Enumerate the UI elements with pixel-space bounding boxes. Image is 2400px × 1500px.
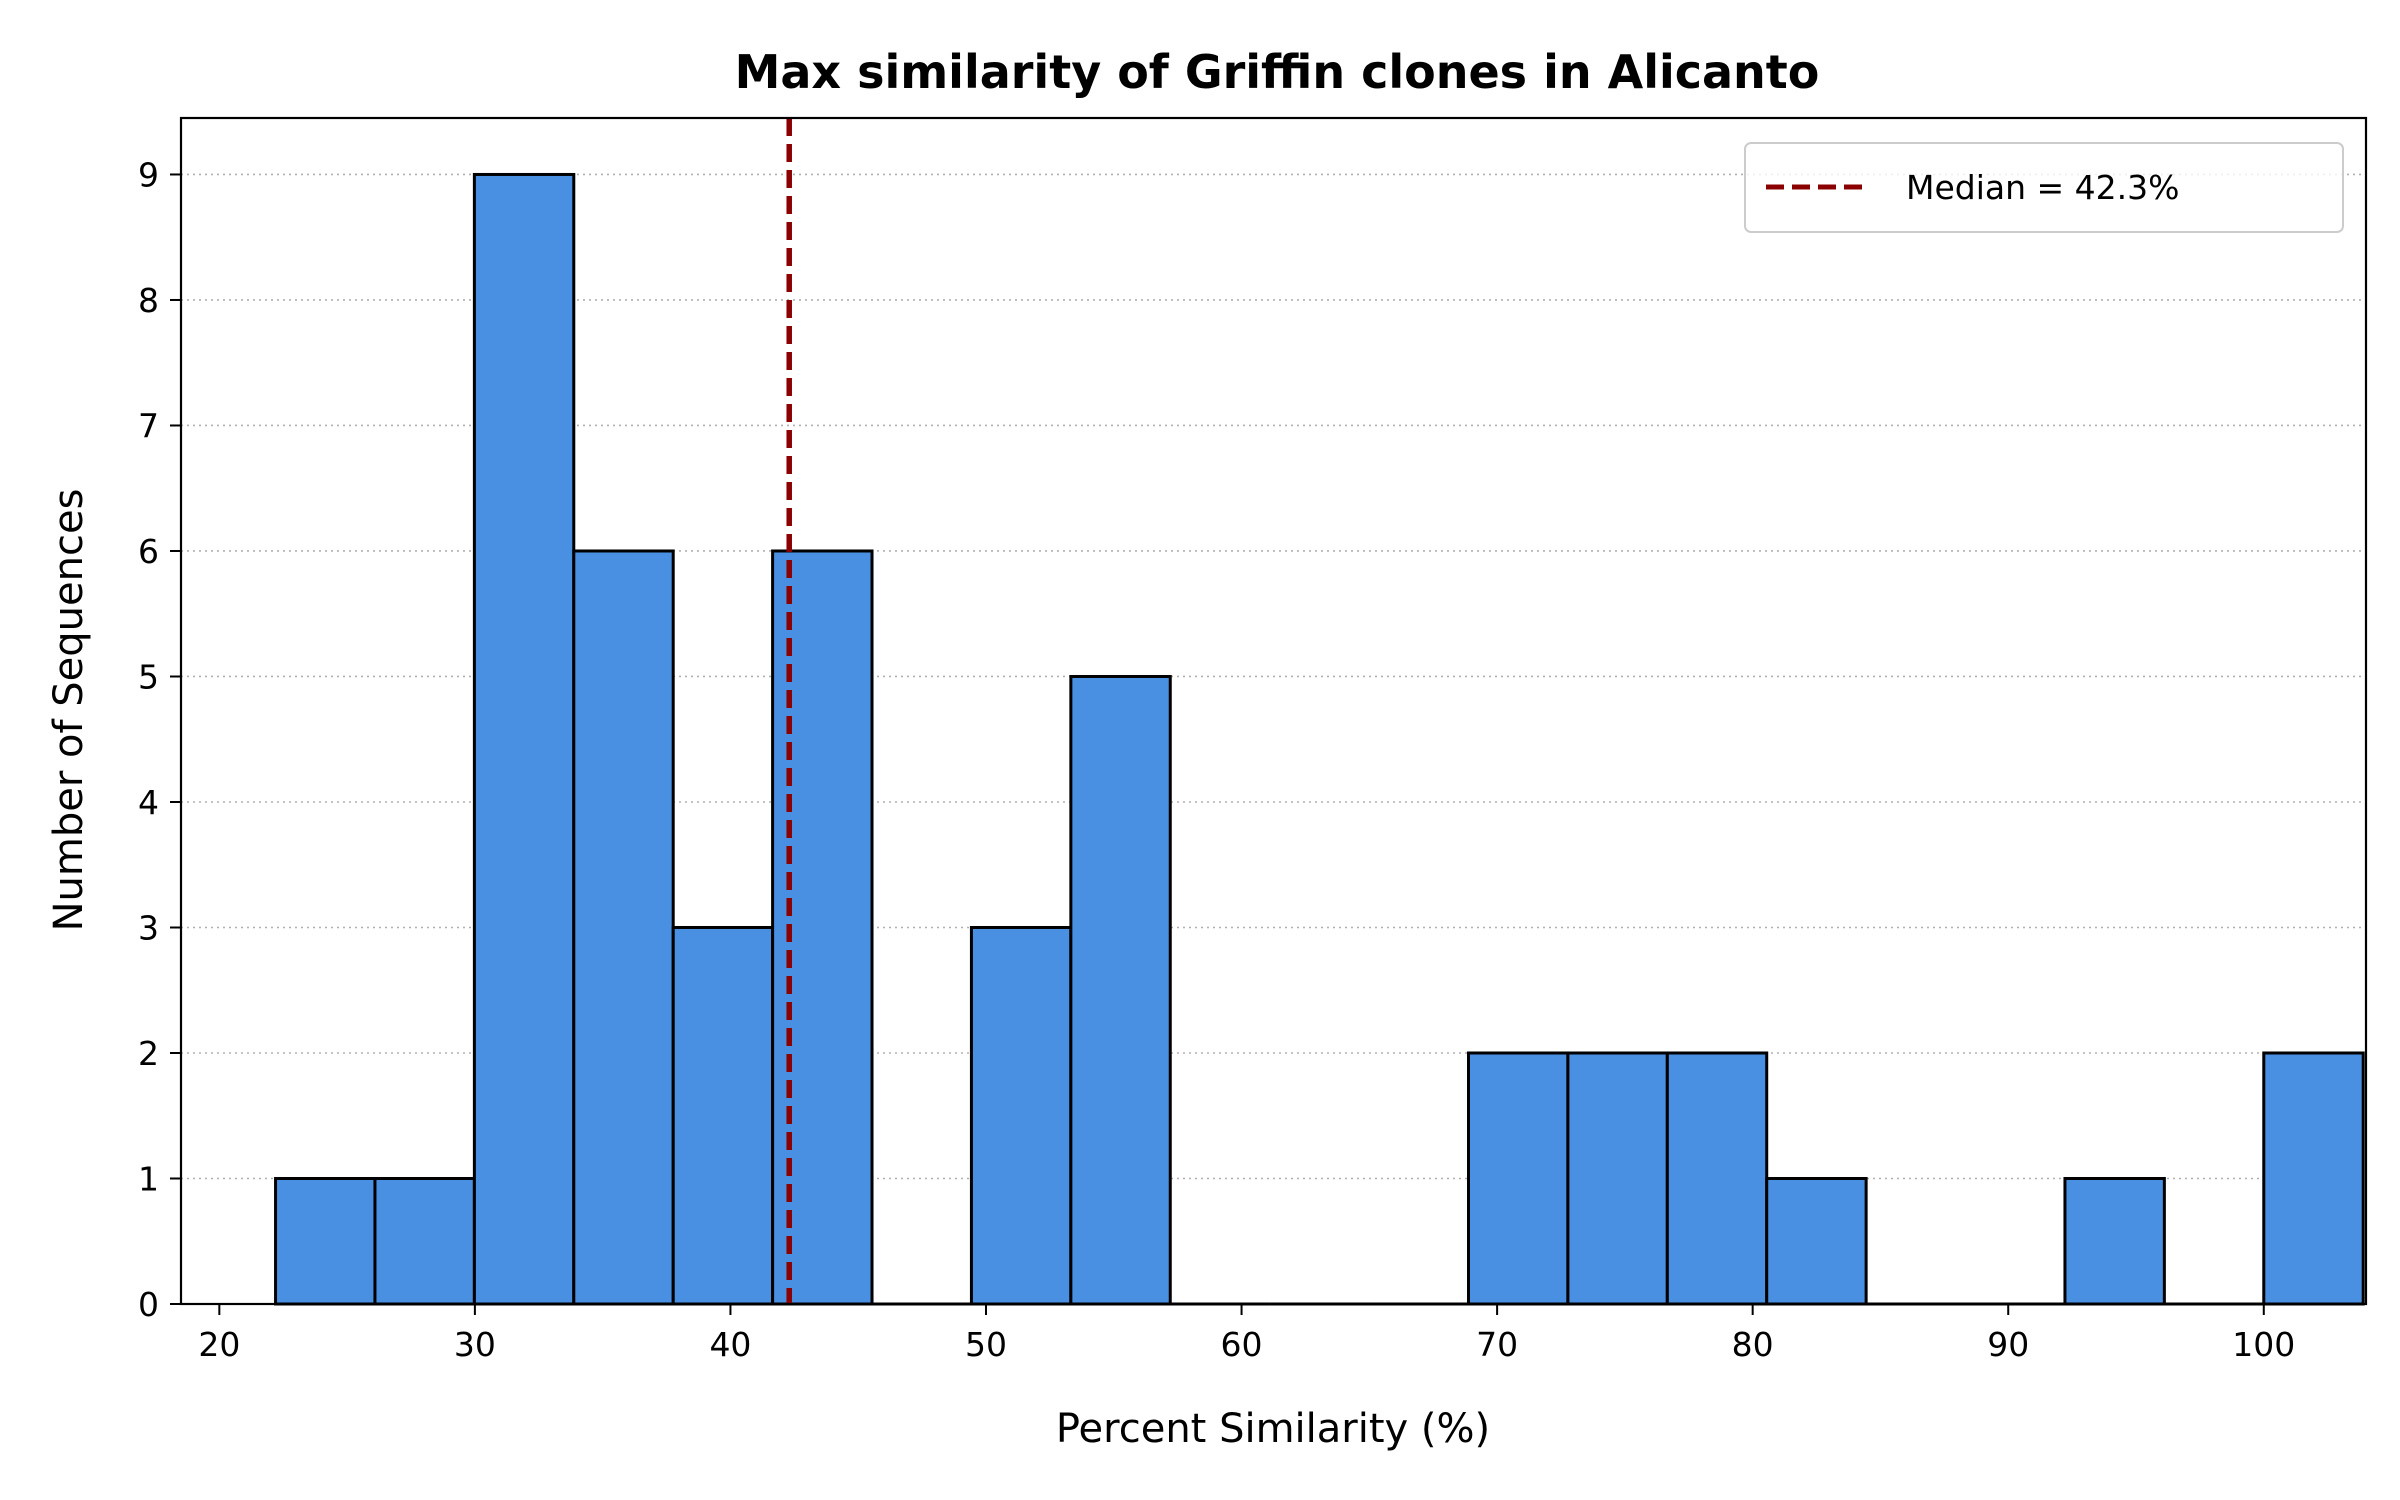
x-tick-label: 100 [2232, 1325, 2295, 1364]
y-tick-label: 1 [138, 1159, 159, 1198]
histogram-bar [472, 172, 576, 1306]
histogram-bar [274, 1176, 377, 1306]
histogram-bar [969, 925, 1073, 1306]
histogram-bar [572, 549, 675, 1306]
y-tick-label: 6 [138, 532, 159, 571]
x-axis-label: Percent Similarity (%) [1056, 1406, 1490, 1452]
y-tick-label: 0 [138, 1285, 159, 1324]
plot-frame [179, 116, 2368, 1306]
x-tick-label: 70 [1476, 1325, 1518, 1364]
histogram-bar [671, 925, 775, 1306]
histogram-bar [1665, 1051, 1769, 1306]
legend: Median = 42.3% [1744, 142, 2344, 233]
x-tick-label: 30 [454, 1325, 496, 1364]
y-tick-label: 5 [138, 657, 159, 696]
histogram-bars [274, 172, 2365, 1306]
x-tick-label: 90 [1987, 1325, 2029, 1364]
y-tick-label: 2 [138, 1034, 159, 1073]
x-tick-label: 80 [1732, 1325, 1774, 1364]
x-tick-label: 60 [1221, 1325, 1263, 1364]
y-axis-label: Number of Sequences [46, 489, 92, 932]
y-tick-label: 7 [138, 406, 159, 445]
histogram-bar [1765, 1176, 1868, 1306]
histogram-bar [373, 1176, 476, 1306]
y-tick-label: 8 [138, 281, 159, 320]
histogram-bar [1466, 1051, 1570, 1306]
histogram-bar [1069, 674, 1172, 1306]
x-axis-ticks: 20 30 40 50 60 70 80 90 100 [198, 1304, 2295, 1364]
y-axis-ticks: 0 1 2 3 4 5 6 7 8 9 [138, 155, 181, 1324]
legend-box [1744, 142, 2344, 233]
y-tick-label: 4 [138, 783, 159, 822]
grid-lines [181, 173, 2366, 1180]
x-tick-label: 20 [198, 1325, 240, 1364]
legend-median-label: Median = 42.3% [1906, 168, 2180, 207]
x-tick-label: 40 [709, 1325, 751, 1364]
x-tick-label: 50 [965, 1325, 1007, 1364]
y-tick-label: 9 [138, 155, 159, 194]
y-tick-label: 3 [138, 908, 159, 947]
chart-title: Max similarity of Griffin clones in Alic… [735, 45, 1820, 99]
histogram-bar [1566, 1051, 1669, 1306]
histogram-bar [2262, 1051, 2365, 1306]
histogram-bar [2063, 1176, 2166, 1306]
